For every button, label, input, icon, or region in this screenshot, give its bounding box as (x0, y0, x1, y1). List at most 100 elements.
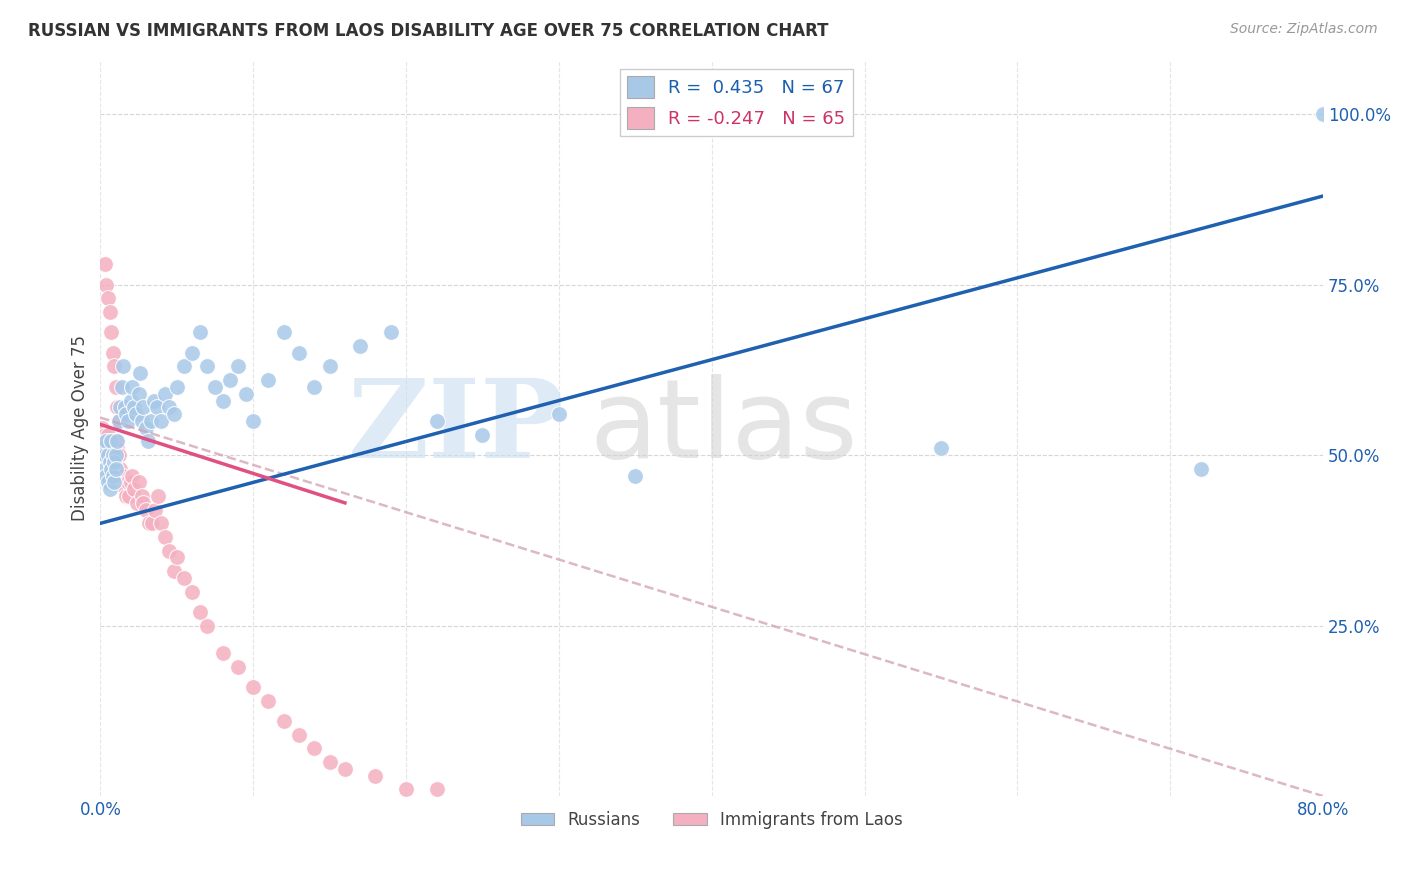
Point (90, 434, 112, 449)
Point (129, 366, 152, 380)
Point (115, 407, 138, 421)
Point (111, 475, 134, 490)
Point (96, 277, 118, 292)
Point (115, 489, 138, 503)
Point (548, 407, 571, 421)
Point (105, 401, 128, 415)
Text: atlas: atlas (589, 375, 858, 482)
Point (138, 516, 160, 531)
Point (100, 462, 122, 476)
Point (211, 646, 233, 660)
Point (219, 373, 242, 387)
Point (114, 401, 136, 415)
Point (98, 434, 121, 449)
Point (97, 475, 120, 490)
Point (104, 434, 127, 449)
Point (97, 442, 120, 456)
Point (146, 401, 169, 415)
Point (98, 455, 121, 469)
Text: RUSSIAN VS IMMIGRANTS FROM LAOS DISABILITY AGE OVER 75 CORRELATION CHART: RUSSIAN VS IMMIGRANTS FROM LAOS DISABILI… (28, 22, 828, 40)
Point (128, 386, 150, 401)
Point (104, 462, 127, 476)
Point (395, 782, 418, 797)
Point (135, 502, 157, 516)
Point (101, 346, 124, 360)
Point (105, 462, 128, 476)
Point (624, 468, 647, 483)
Point (118, 489, 141, 503)
Point (153, 386, 176, 401)
Point (104, 448, 127, 462)
Point (94, 442, 117, 456)
Text: Source: ZipAtlas.com: Source: ZipAtlas.com (1230, 22, 1378, 37)
Point (96, 448, 118, 462)
Point (188, 605, 211, 619)
Point (122, 401, 145, 415)
Point (122, 482, 145, 496)
Point (97, 448, 120, 462)
Point (1189, 462, 1212, 476)
Point (93, 442, 115, 456)
Point (107, 448, 129, 462)
Point (288, 728, 311, 742)
Point (195, 359, 218, 374)
Point (141, 516, 163, 531)
Point (101, 448, 124, 462)
Point (100, 442, 122, 456)
Point (139, 414, 162, 428)
Point (204, 380, 226, 394)
Point (94, 257, 117, 271)
Point (304, 741, 326, 756)
Point (94, 448, 117, 462)
Point (124, 407, 146, 421)
Point (117, 475, 139, 490)
Point (100, 462, 122, 476)
Point (257, 693, 280, 707)
Point (90, 421, 112, 435)
Point (112, 468, 135, 483)
Point (153, 530, 176, 544)
Point (98, 455, 121, 469)
Point (304, 380, 326, 394)
Point (94, 448, 117, 462)
Point (273, 326, 295, 340)
Point (100, 434, 122, 449)
Point (257, 373, 280, 387)
Point (104, 448, 127, 462)
Point (120, 393, 142, 408)
Point (97, 427, 120, 442)
Point (166, 550, 188, 565)
Point (93, 434, 115, 449)
Point (96, 434, 118, 449)
Text: ZIP: ZIP (349, 375, 565, 482)
Point (128, 475, 150, 490)
Point (426, 414, 449, 428)
Point (121, 468, 143, 483)
Point (120, 475, 142, 490)
Point (132, 401, 155, 415)
Point (157, 543, 180, 558)
Point (101, 468, 124, 483)
Point (235, 386, 257, 401)
Point (112, 359, 135, 374)
Point (110, 401, 132, 415)
Point (426, 782, 449, 797)
Point (173, 571, 195, 585)
Point (98, 482, 121, 496)
Point (136, 434, 159, 449)
Point (131, 489, 153, 503)
Point (333, 762, 356, 776)
Point (121, 380, 143, 394)
Point (94, 462, 117, 476)
Point (349, 339, 371, 353)
Point (103, 359, 125, 374)
Point (101, 434, 124, 449)
Point (96, 434, 118, 449)
Point (173, 359, 195, 374)
Point (318, 755, 340, 769)
Point (100, 326, 122, 340)
Point (288, 346, 311, 360)
Point (150, 516, 173, 531)
Point (150, 414, 173, 428)
Point (97, 291, 120, 305)
